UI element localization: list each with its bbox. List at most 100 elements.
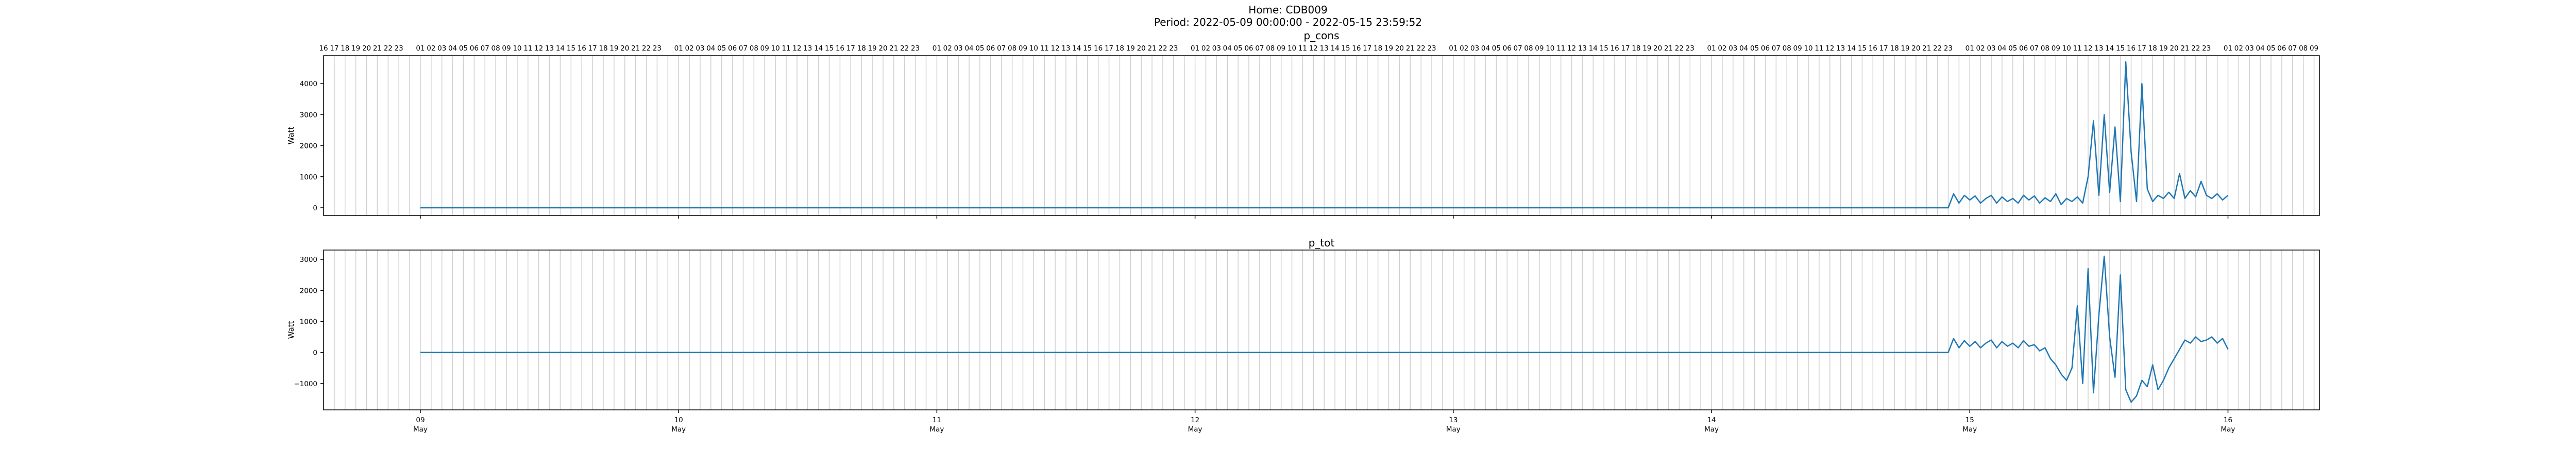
- hour-tick-label: 13: [545, 44, 554, 53]
- hour-tick-label: 01: [416, 44, 425, 53]
- hour-tick-label: 17: [1105, 44, 1113, 53]
- hour-tick-label: 23: [395, 44, 403, 53]
- hour-tick-label: 02: [685, 44, 693, 53]
- hour-tick-label: 11: [1556, 44, 1565, 53]
- hour-tick-label: 20: [878, 44, 887, 53]
- y-tick-label: 4000: [300, 80, 317, 88]
- hour-tick-label: 19: [1642, 44, 1651, 53]
- hour-tick-label: 02: [1976, 44, 1985, 53]
- hour-tick-label: 17: [2138, 44, 2146, 53]
- hour-tick-label: 23: [1169, 44, 1178, 53]
- hour-tick-label: 01: [1965, 44, 1974, 53]
- hour-tick-label: 10: [2062, 44, 2071, 53]
- hour-tick-label: 12: [1825, 44, 1834, 53]
- hour-tick-label: 06: [1503, 44, 1512, 53]
- hour-tick-label: 01: [674, 44, 683, 53]
- x-tick-label-month: May: [671, 425, 686, 434]
- hour-tick-label: 14: [556, 44, 565, 53]
- hour-tick-label: 08: [750, 44, 758, 53]
- hour-tick-label: 23: [1686, 44, 1694, 53]
- hour-tick-label: 02: [1460, 44, 1468, 53]
- hour-tick-label: 10: [1287, 44, 1296, 53]
- hour-tick-label: 22: [2191, 44, 2200, 53]
- hour-tick-label: 19: [2159, 44, 2168, 53]
- chart-title: p_cons: [1303, 29, 1339, 42]
- x-tick-label-day: 09: [416, 416, 425, 424]
- hour-tick-label: 17: [1879, 44, 1888, 53]
- hour-tick-label: 16: [1610, 44, 1619, 53]
- y-axis-label: Watt: [286, 321, 296, 339]
- hour-tick-label: 19: [1126, 44, 1135, 53]
- hour-tick-label: 18: [1890, 44, 1899, 53]
- y-tick-label: 3000: [300, 256, 317, 264]
- x-tick-label-day: 15: [1965, 416, 1974, 424]
- hour-tick-label: 21: [1922, 44, 1931, 53]
- hour-tick-label: 16: [2127, 44, 2136, 53]
- hour-tick-label: 06: [1761, 44, 1770, 53]
- hour-tick-label: 08: [1266, 44, 1275, 53]
- hour-tick-label: 04: [1997, 44, 2006, 53]
- figure-title-period: Period: 2022-05-09 00:00:00 - 2022-05-15…: [1154, 16, 1422, 28]
- hour-tick-label: 22: [1417, 44, 1426, 53]
- hour-tick-label: 07: [1772, 44, 1781, 53]
- hour-tick-label: 13: [1061, 44, 1070, 53]
- hour-tick-label: 15: [1858, 44, 1867, 53]
- hour-tick-label: 18: [341, 44, 349, 53]
- hour-tick-label: 23: [911, 44, 920, 53]
- hour-tick-label: 16: [319, 44, 328, 53]
- hour-tick-label: 09: [760, 44, 769, 53]
- x-tick-label-day: 16: [2224, 416, 2232, 424]
- x-tick-label-month: May: [929, 425, 944, 434]
- hour-tick-label: 01: [1449, 44, 1458, 53]
- hour-tick-label: 06: [470, 44, 479, 53]
- hour-tick-label: 22: [900, 44, 909, 53]
- hour-tick-label: 20: [1653, 44, 1662, 53]
- hour-tick-label: 07: [2288, 44, 2297, 53]
- hour-tick-label: 13: [803, 44, 812, 53]
- hour-tick-label: 21: [373, 44, 382, 53]
- hour-tick-label: 02: [1201, 44, 1210, 53]
- hour-tick-label: 09: [1019, 44, 1027, 53]
- hour-tick-label: 15: [567, 44, 575, 53]
- hour-tick-label: 10: [1029, 44, 1038, 53]
- hour-tick-label: 18: [1115, 44, 1124, 53]
- hour-tick-label: 03: [1728, 44, 1737, 53]
- hour-tick-label: 03: [954, 44, 963, 53]
- hour-tick-label: 17: [1621, 44, 1630, 53]
- hour-tick-label: 23: [1427, 44, 1436, 53]
- hour-tick-label: 18: [1632, 44, 1640, 53]
- hour-tick-label: 01: [1191, 44, 1199, 53]
- hour-tick-label: 09: [1277, 44, 1285, 53]
- hour-tick-label: 04: [448, 44, 457, 53]
- hour-tick-label: 08: [492, 44, 500, 53]
- hour-tick-label: 19: [868, 44, 876, 53]
- hour-tick-label: 11: [1040, 44, 1049, 53]
- hour-tick-label: 11: [1815, 44, 1823, 53]
- hour-tick-label: 18: [2148, 44, 2157, 53]
- x-tick-label-day: 13: [1449, 416, 1458, 424]
- hour-tick-label: 12: [2083, 44, 2092, 53]
- y-tick-label: 0: [313, 204, 317, 212]
- hour-tick-label: 03: [437, 44, 446, 53]
- hour-tick-label: 04: [2256, 44, 2265, 53]
- hour-tick-label: 14: [1331, 44, 1340, 53]
- x-tick-label-month: May: [1446, 425, 1461, 434]
- hour-tick-label: 04: [1739, 44, 1748, 53]
- hour-tick-label: 14: [2105, 44, 2114, 53]
- hour-tick-label: 11: [523, 44, 532, 53]
- hour-tick-label: 16: [1352, 44, 1361, 53]
- hour-tick-label: 23: [1944, 44, 1953, 53]
- hour-tick-label: 05: [1234, 44, 1243, 53]
- hour-tick-label: 11: [1298, 44, 1307, 53]
- hour-tick-label: 23: [2202, 44, 2211, 53]
- hour-tick-label: 16: [1869, 44, 1877, 53]
- x-tick-label-day: 11: [933, 416, 941, 424]
- hour-tick-label: 22: [384, 44, 393, 53]
- hour-tick-label: 07: [1255, 44, 1264, 53]
- hour-tick-label: 21: [889, 44, 898, 53]
- y-tick-label: 2000: [300, 287, 317, 295]
- hour-tick-label: 08: [1783, 44, 1791, 53]
- hour-tick-label: 14: [1589, 44, 1598, 53]
- x-tick-label-month: May: [413, 425, 428, 434]
